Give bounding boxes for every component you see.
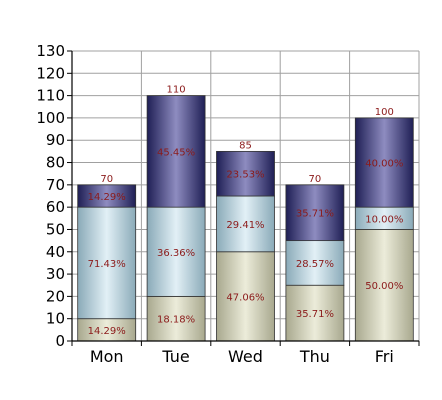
bar-segment-thu-2 [285,184,345,242]
y-tick-label: 20 [46,287,65,305]
segment-percent-label: 14.29% [88,192,126,203]
y-tick-label: 40 [46,243,65,261]
segment-percent-label: 50.00% [365,281,403,292]
segment-percent-label: 23.53% [226,170,264,181]
bar-segment-tue-0 [146,295,206,342]
bar-segment-tue-2 [146,95,206,208]
bar-segment-mon-1 [77,206,137,320]
segment-percent-label: 36.36% [157,248,195,259]
x-tick-label: Wed [228,347,263,366]
y-tick-label: 100 [36,109,65,127]
segment-percent-label: 14.29% [88,326,126,337]
y-tick-label: 90 [46,131,65,149]
plot-area: 0 10 20 30 40 50 60 70 80 90 100 110 120 130 14.29% 71.… [36,42,420,366]
bar-total-label: 110 [167,85,186,96]
bar-total-label: 85 [239,140,252,151]
x-tick-label: Thu [299,347,330,366]
bar-total-label: 70 [309,174,322,185]
segment-percent-label: 47.06% [226,292,264,303]
segment-percent-label: 18.18% [157,315,195,326]
bar-segment-fri-0 [354,229,414,342]
segment-percent-label: 28.57% [296,259,334,270]
segment-percent-label: 35.71% [296,309,334,320]
y-tick-label: 80 [46,154,65,172]
y-tick-label: 60 [46,198,65,216]
bar-segment-thu-0 [285,284,345,342]
segment-percent-label: 71.43% [88,259,126,270]
segment-percent-label: 10.00% [365,214,403,225]
x-tick-label: Mon [90,347,124,366]
segment-percent-label: 29.41% [226,220,264,231]
y-tick-label: 30 [46,265,65,283]
y-tick-label: 10 [46,310,65,328]
y-tick-label: 50 [46,220,65,238]
x-tick-label: Fri [375,347,394,366]
y-tick-label: 110 [36,87,65,105]
segment-percent-label: 35.71% [296,209,334,220]
y-tick-label: 120 [36,64,65,82]
segment-percent-label: 40.00% [365,159,403,170]
y-tick-label: 70 [46,176,65,194]
bar-segment-thu-1 [285,240,345,286]
bar-segment-fri-2 [354,117,414,208]
y-tick-label: 0 [55,332,65,350]
bar-segment-wed-2 [216,150,275,197]
bar-total-label: 70 [100,174,113,185]
bar-segment-wed-0 [216,251,275,342]
segment-percent-label: 45.45% [157,147,195,158]
x-tick-label: Tue [161,347,189,366]
bar-total-label: 100 [375,107,394,118]
bar-segment-tue-1 [146,206,206,297]
y-tick-label: 130 [36,42,65,60]
bar-segment-mon-2 [77,184,137,208]
bar-segment-wed-1 [216,195,275,253]
